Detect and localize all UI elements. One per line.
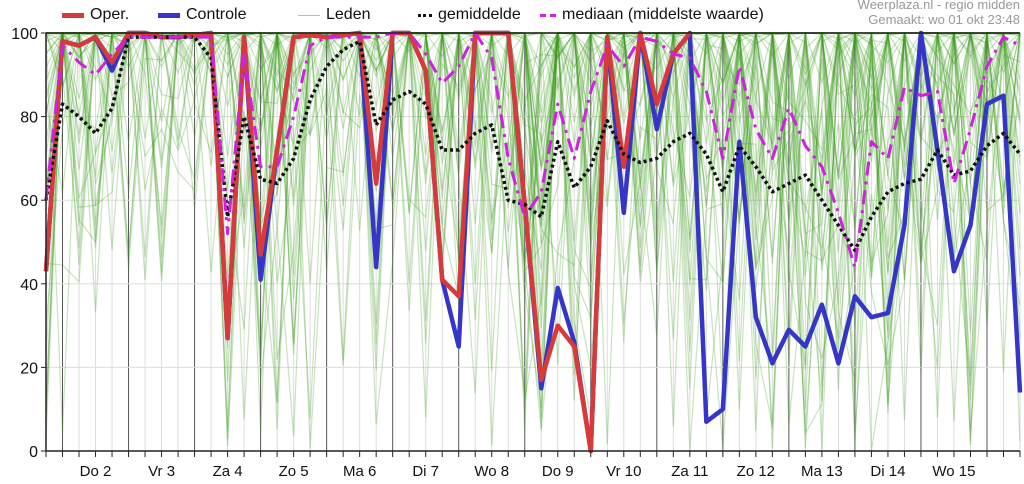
x-day-label: Za 4 — [213, 463, 243, 480]
y-tick-label: 40 — [20, 277, 38, 294]
x-day-label: Ma 13 — [801, 463, 843, 480]
legend-swatch-controle — [158, 12, 180, 18]
y-tick-label: 20 — [20, 360, 38, 377]
y-tick-label: 80 — [20, 110, 38, 127]
x-day-label: Di 14 — [870, 463, 905, 480]
member-line — [46, 30, 1021, 445]
member-line — [46, 32, 1021, 379]
x-day-label: Wo 15 — [932, 463, 975, 480]
series-line-mediaan — [44, 31, 1021, 269]
legend-swatch-leden — [298, 14, 320, 16]
source-credit: Weerplaza.nl - regio midden — [857, 0, 1020, 12]
x-day-label: Di 7 — [412, 463, 439, 480]
x-day-label: Wo 8 — [474, 463, 509, 480]
member-line — [45, 32, 1021, 420]
member-line — [45, 31, 1020, 420]
member-line — [45, 31, 1020, 450]
legend-gemiddelde: gemiddelde — [418, 6, 521, 24]
member-line — [45, 31, 1021, 345]
legend-controle: Controle — [158, 6, 246, 24]
legend-mediaan: mediaan (middelste waarde) — [540, 6, 764, 24]
legend-leden: Leden — [298, 6, 371, 24]
member-line — [45, 32, 1021, 371]
legend-label-controle: Controle — [186, 6, 247, 23]
legend-label-mediaan: mediaan (middelste waarde) — [562, 6, 764, 23]
member-line — [46, 31, 1020, 448]
y-tick-label: 60 — [20, 193, 38, 210]
member-line — [45, 31, 1021, 306]
series-line-oper — [43, 30, 692, 454]
legend-swatch-mediaan — [540, 13, 556, 17]
member-line — [46, 31, 1021, 452]
legend-swatch-oper — [62, 12, 84, 18]
x-day-label: Do 9 — [542, 463, 574, 480]
member-line — [45, 31, 1021, 437]
legend-oper: Oper. — [62, 6, 129, 24]
legend-swatch-gemiddelde — [418, 13, 432, 17]
legend-label-leden: Leden — [326, 6, 371, 23]
legend-label-gemiddelde: gemiddelde — [438, 6, 521, 23]
series-line-gemiddelde — [44, 35, 1022, 253]
member-line — [45, 31, 1020, 410]
member-line — [45, 31, 1020, 442]
ensemble-members — [45, 30, 1021, 452]
created-timestamp: Gemaakt: wo 01 okt 23:48 — [868, 12, 1020, 27]
x-day-label: Zo 5 — [279, 463, 309, 480]
legend-label-oper: Oper. — [90, 6, 130, 23]
x-day-label: Zo 12 — [737, 463, 775, 480]
axes: 0 20 40 60 80 100 Do 2 Vr 3 Za 4 Zo 5 Ma 6 Di 7 Wo 8… — [11, 26, 1021, 480]
x-day-label: Za 11 — [671, 463, 708, 480]
x-day-label: Vr 10 — [606, 463, 641, 480]
x-day-label: Vr 3 — [148, 463, 175, 480]
x-day-label: Ma 6 — [343, 463, 376, 480]
y-tick-label: 100 — [11, 26, 38, 43]
y-tick-label: 0 — [29, 444, 38, 461]
member-line — [45, 31, 1021, 426]
x-day-label: Do 2 — [80, 463, 112, 480]
